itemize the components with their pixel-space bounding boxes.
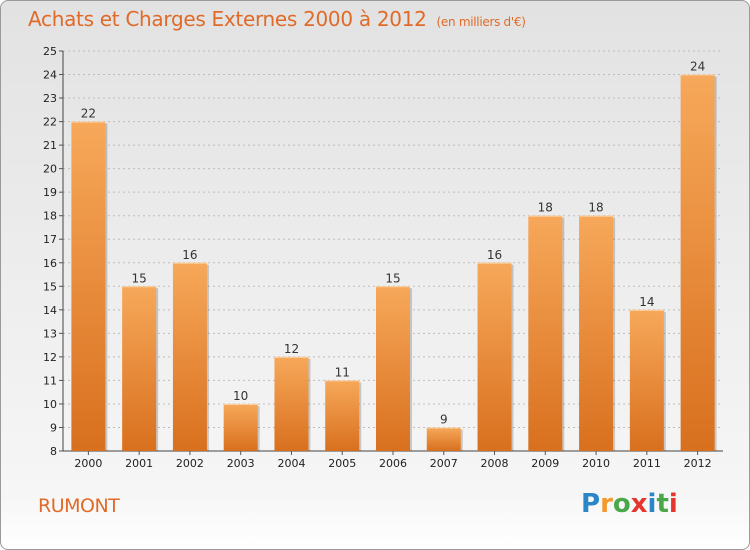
data-label: 10	[233, 389, 248, 403]
x-tick-label: 2010	[582, 457, 610, 470]
x-tick-labels: 2000 2001 2002 2003 2004 2005 2006 2007 2008 2009…	[74, 451, 712, 470]
y-tick-label: 18	[43, 210, 57, 223]
bar-2006	[376, 286, 410, 451]
bar-2001	[122, 286, 157, 451]
data-label: 14	[639, 295, 654, 309]
data-label: 18	[588, 201, 603, 215]
bar-2011	[629, 309, 664, 451]
y-tick-label: 16	[43, 257, 57, 270]
proxiti-logo: Proxiti	[581, 489, 678, 519]
y-tick-label: 11	[43, 374, 57, 387]
y-tick-label: 17	[43, 233, 57, 246]
y-tick-label: 10	[43, 398, 57, 411]
y-tick-label: 25	[43, 45, 57, 58]
y-tick-label: 19	[43, 186, 57, 199]
data-label: 18	[538, 201, 553, 215]
x-tick-label: 2007	[430, 457, 458, 470]
data-label: 16	[487, 248, 502, 262]
x-tick-label: 2005	[328, 457, 356, 470]
data-label: 12	[284, 342, 299, 356]
y-tick-label: 24	[43, 69, 57, 82]
y-tick-label: 15	[43, 280, 57, 293]
y-tick-label: 13	[43, 327, 57, 340]
x-tick-label: 2002	[176, 457, 204, 470]
data-label: 15	[385, 271, 400, 285]
data-label: 9	[440, 412, 448, 426]
bar-2008	[477, 262, 512, 451]
logo-letter: i	[668, 489, 678, 519]
x-tick-label: 2000	[74, 457, 102, 470]
logo-letter: r	[600, 489, 613, 519]
x-tick-label: 2009	[531, 457, 559, 470]
y-tick-label: 12	[43, 351, 57, 364]
data-label: 16	[182, 248, 197, 262]
bar-2009	[528, 215, 563, 451]
bars	[71, 74, 717, 452]
bar-2005	[325, 380, 360, 451]
y-tick-labels: 8 9 10 11 12 13 14 15 16 17 18 19 20 21 22 23 24 25	[43, 45, 57, 458]
data-label: 22	[81, 107, 96, 121]
data-label: 15	[132, 271, 147, 285]
x-tick-label: 2004	[277, 457, 305, 470]
bar-2000	[71, 121, 106, 452]
x-tick-label: 2006	[379, 457, 407, 470]
y-tick-label: 14	[43, 304, 57, 317]
x-tick-label: 2012	[684, 457, 712, 470]
logo-letter: t	[656, 489, 669, 519]
y-tick-label: 22	[43, 116, 57, 129]
logo-letter: P	[581, 489, 601, 519]
x-tick-label: 2003	[227, 457, 255, 470]
y-tick-label: 8	[50, 445, 57, 458]
bar-2010	[579, 215, 614, 451]
bar-2007	[426, 427, 461, 451]
city-name: RUMONT	[38, 495, 120, 517]
bar-2012	[680, 74, 715, 451]
logo-letter: o	[612, 489, 631, 519]
chart-title: Achats et Charges Externes 2000 à 2012 (e…	[28, 7, 526, 31]
x-tick-label: 2001	[125, 457, 153, 470]
bar-2004	[274, 356, 309, 451]
y-tick-label: 9	[50, 421, 57, 434]
logo-letter: i	[647, 489, 657, 519]
data-label: 24	[690, 60, 705, 74]
x-tick-label: 2008	[481, 457, 509, 470]
title-unit: (en milliers d'€)	[436, 15, 526, 29]
y-tick-label: 20	[43, 163, 57, 176]
bar-2003	[223, 403, 258, 451]
title-text: Achats et Charges Externes 2000 à 2012	[28, 7, 427, 31]
x-tick-label: 2011	[633, 457, 661, 470]
data-label: 11	[335, 365, 350, 379]
data-labels: 22 15 16 10 12 11 15 9 16 18 18 14 24	[81, 60, 706, 427]
bar-2002	[172, 262, 207, 451]
y-tick-label: 23	[43, 92, 57, 105]
logo-letter: x	[630, 489, 648, 519]
y-tick-label: 21	[43, 139, 57, 152]
